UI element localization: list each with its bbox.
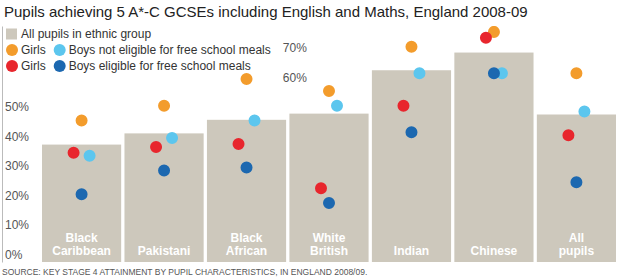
tick: 0% <box>2 248 23 263</box>
point <box>76 188 88 200</box>
tick: 70% <box>2 41 307 56</box>
category-label: BlackCaribbean <box>52 231 111 258</box>
category-labels: BlackCaribbean Pakistani BlackAfrican White… <box>52 231 594 258</box>
legend-swatch <box>54 44 66 56</box>
tick: 60% <box>2 71 307 86</box>
legend: All pupils in ethnic group Girls Boys not … <box>6 27 271 73</box>
point <box>413 67 425 79</box>
category-label: Pakistani <box>138 244 191 258</box>
y-axis: 0% 10% 20% 30% 40% 50% 60% 70% <box>2 27 307 263</box>
tick: 50% <box>2 100 29 115</box>
legend-label: Girls <box>21 59 46 73</box>
marks <box>42 26 616 262</box>
point <box>158 100 170 112</box>
bar <box>372 70 451 262</box>
point <box>570 176 582 188</box>
legend-label: Boys eligible for free school meals <box>69 59 251 73</box>
point <box>405 126 417 138</box>
point <box>150 141 162 153</box>
title: Pupils achieving 5 A*-C GCSEs including … <box>4 3 528 20</box>
tick-label: 0% <box>5 248 23 262</box>
point <box>570 67 582 79</box>
legend-swatch <box>6 44 18 56</box>
tick-label: 30% <box>5 159 29 173</box>
chart: Pupils achieving 5 A*-C GCSEs including … <box>0 0 624 279</box>
legend-swatch <box>6 60 18 72</box>
point <box>241 162 253 174</box>
point <box>166 132 178 144</box>
point <box>323 85 335 97</box>
point <box>480 32 492 44</box>
source: SOURCE: KEY STAGE 4 ATTAINMENT BY PUPIL … <box>2 267 367 277</box>
tick-label: 40% <box>5 130 29 144</box>
tick-label: 10% <box>5 218 29 232</box>
bar <box>454 53 533 262</box>
point <box>68 147 80 159</box>
point <box>331 100 343 112</box>
point <box>241 73 253 85</box>
bar <box>42 145 121 262</box>
tick: 30% <box>2 159 29 174</box>
bar <box>537 115 616 263</box>
point <box>84 150 96 162</box>
point <box>233 138 245 150</box>
point <box>488 67 500 79</box>
point <box>397 100 409 112</box>
bar <box>207 120 286 262</box>
tick-label: 60% <box>283 71 307 85</box>
tick: 20% <box>2 189 29 204</box>
category-label: Chinese <box>471 244 518 258</box>
point <box>578 106 590 118</box>
tick-label: 20% <box>5 189 29 203</box>
tick-label: 50% <box>5 100 29 114</box>
bar <box>124 133 203 262</box>
category-label: WhiteBritish <box>310 231 348 258</box>
point <box>562 129 574 141</box>
category-label: BlackAfrican <box>226 231 267 258</box>
point <box>76 114 88 126</box>
legend-label: All pupils in ethnic group <box>21 27 151 41</box>
tick: 40% <box>2 130 29 145</box>
point <box>158 165 170 177</box>
point <box>323 197 335 209</box>
legend-swatch <box>6 29 17 40</box>
point <box>249 114 261 126</box>
point <box>315 182 327 194</box>
bar <box>289 114 368 262</box>
category-label: Indian <box>394 244 429 258</box>
point <box>405 41 417 53</box>
legend-swatch <box>54 60 66 72</box>
category-label: Allpupils <box>559 231 595 258</box>
legend-label: Girls <box>21 43 46 57</box>
legend-label: Boys not eligible for free school meals <box>69 43 271 57</box>
tick-label: 70% <box>283 41 307 55</box>
axis-line <box>2 27 3 263</box>
tick: 10% <box>2 218 29 233</box>
